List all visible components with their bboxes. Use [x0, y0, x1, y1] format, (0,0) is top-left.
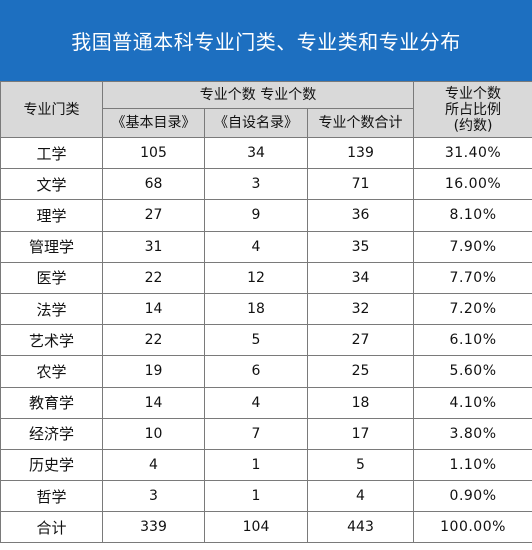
table-row: 经济学 10 7 17 3.80%	[0, 417, 532, 450]
cell-self-count: 7	[204, 417, 308, 450]
table-row: 教育学 14 4 18 4.10%	[0, 386, 532, 419]
cell-category: 农学	[0, 355, 103, 388]
cell-ratio: 8.10%	[413, 199, 532, 232]
cell-self-count: 12	[204, 261, 308, 294]
table-row: 合计 339 104 443 100.00%	[0, 511, 532, 544]
table-row: 工学 105 34 139 31.40%	[0, 136, 532, 170]
cell-self-count: 104	[204, 511, 308, 544]
cell-ratio: 5.60%	[413, 355, 532, 388]
cell-total-count: 443	[306, 511, 415, 544]
page-title: 我国普通本科专业门类、专业类和专业分布	[0, 0, 532, 81]
cell-ratio: 4.10%	[413, 386, 532, 419]
cell-total-count: 17	[306, 417, 415, 450]
cell-category: 经济学	[0, 417, 103, 450]
cell-ratio: 6.10%	[413, 324, 532, 357]
cell-basic-count: 10	[102, 417, 205, 450]
header-group-count: 专业个数 专业个数	[101, 81, 415, 109]
cell-self-count: 18	[204, 292, 308, 326]
cell-self-count: 34	[204, 136, 308, 170]
cell-self-count: 9	[204, 199, 308, 232]
table-row: 理学 27 9 36 8.10%	[0, 199, 532, 232]
header-ratio: 专业个数 所占比例 (约数)	[413, 81, 532, 138]
cell-self-count: 1	[204, 448, 308, 482]
table-row: 艺术学 22 5 27 6.10%	[0, 324, 532, 357]
cell-total-count: 27	[306, 324, 415, 357]
cell-total-count: 36	[306, 199, 415, 232]
cell-basic-count: 3	[102, 480, 205, 513]
cell-category: 历史学	[0, 448, 103, 482]
cell-ratio: 7.70%	[413, 261, 532, 294]
cell-basic-count: 14	[102, 292, 205, 326]
cell-category: 哲学	[0, 480, 103, 513]
table-row: 管理学 31 4 35 7.90%	[0, 230, 532, 263]
table-row: 文学 68 3 71 16.00%	[0, 168, 532, 201]
cell-total-count: 71	[306, 168, 415, 201]
cell-ratio: 3.80%	[413, 417, 532, 450]
cell-self-count: 3	[204, 168, 308, 201]
cell-basic-count: 19	[102, 355, 205, 388]
table-row: 医学 22 12 34 7.70%	[0, 261, 532, 294]
cell-category: 艺术学	[0, 324, 103, 357]
cell-self-count: 6	[204, 355, 308, 388]
table-body: 工学 105 34 139 31.40% 文学 68 3 71 16.00% 理学 27 9 36 8.10…	[0, 136, 532, 544]
table-row: 法学 14 18 32 7.20%	[0, 292, 532, 326]
cell-category: 文学	[0, 168, 103, 201]
table-row: 农学 19 6 25 5.60%	[0, 355, 532, 388]
cell-self-count: 4	[204, 230, 308, 263]
cell-total-count: 25	[306, 355, 415, 388]
table-row: 历史学 4 1 5 1.10%	[0, 448, 532, 482]
cell-total-count: 34	[306, 261, 415, 294]
cell-ratio: 31.40%	[413, 136, 532, 170]
header-ratio-line1: 专业个数	[445, 85, 502, 102]
header-ratio-line2: 所占比例	[445, 101, 502, 118]
cell-ratio: 16.00%	[413, 168, 532, 201]
header-ratio-line3: (约数)	[453, 117, 493, 134]
cell-category: 教育学	[0, 386, 103, 419]
table-row: 哲学 3 1 4 0.90%	[0, 480, 532, 513]
cell-ratio: 7.20%	[413, 292, 532, 326]
distribution-table: 专业门类 专业个数 专业个数 专业个数 所占比例 (约数) 《基本目录》 《自设…	[0, 81, 532, 544]
header-category: 专业门类	[0, 81, 103, 138]
cell-self-count: 4	[204, 386, 308, 419]
header-basic-catalog: 《基本目录》	[102, 108, 205, 138]
cell-basic-count: 22	[102, 261, 205, 294]
cell-category: 工学	[0, 136, 103, 170]
cell-total-count: 5	[306, 448, 415, 482]
cell-basic-count: 31	[102, 230, 205, 263]
cell-category: 理学	[0, 199, 103, 232]
cell-category: 医学	[0, 261, 103, 294]
cell-total-count: 139	[306, 136, 415, 170]
cell-basic-count: 22	[102, 324, 205, 357]
cell-basic-count: 4	[102, 448, 205, 482]
cell-total-count: 18	[306, 386, 415, 419]
cell-basic-count: 105	[102, 136, 205, 170]
header-total-count: 专业个数合计	[306, 108, 415, 138]
cell-ratio: 1.10%	[413, 448, 532, 482]
cell-basic-count: 339	[102, 511, 205, 544]
cell-self-count: 5	[204, 324, 308, 357]
cell-basic-count: 14	[102, 386, 205, 419]
cell-ratio: 0.90%	[413, 480, 532, 513]
cell-category: 法学	[0, 292, 103, 326]
cell-ratio: 100.00%	[413, 511, 532, 544]
cell-basic-count: 68	[102, 168, 205, 201]
cell-total-count: 32	[306, 292, 415, 326]
cell-ratio: 7.90%	[413, 230, 532, 263]
cell-total-count: 4	[306, 480, 415, 513]
header-self-catalog: 《自设名录》	[204, 108, 308, 138]
cell-self-count: 1	[204, 480, 308, 513]
cell-total-count: 35	[306, 230, 415, 263]
cell-basic-count: 27	[102, 199, 205, 232]
cell-category: 合计	[0, 511, 103, 544]
cell-category: 管理学	[0, 230, 103, 263]
